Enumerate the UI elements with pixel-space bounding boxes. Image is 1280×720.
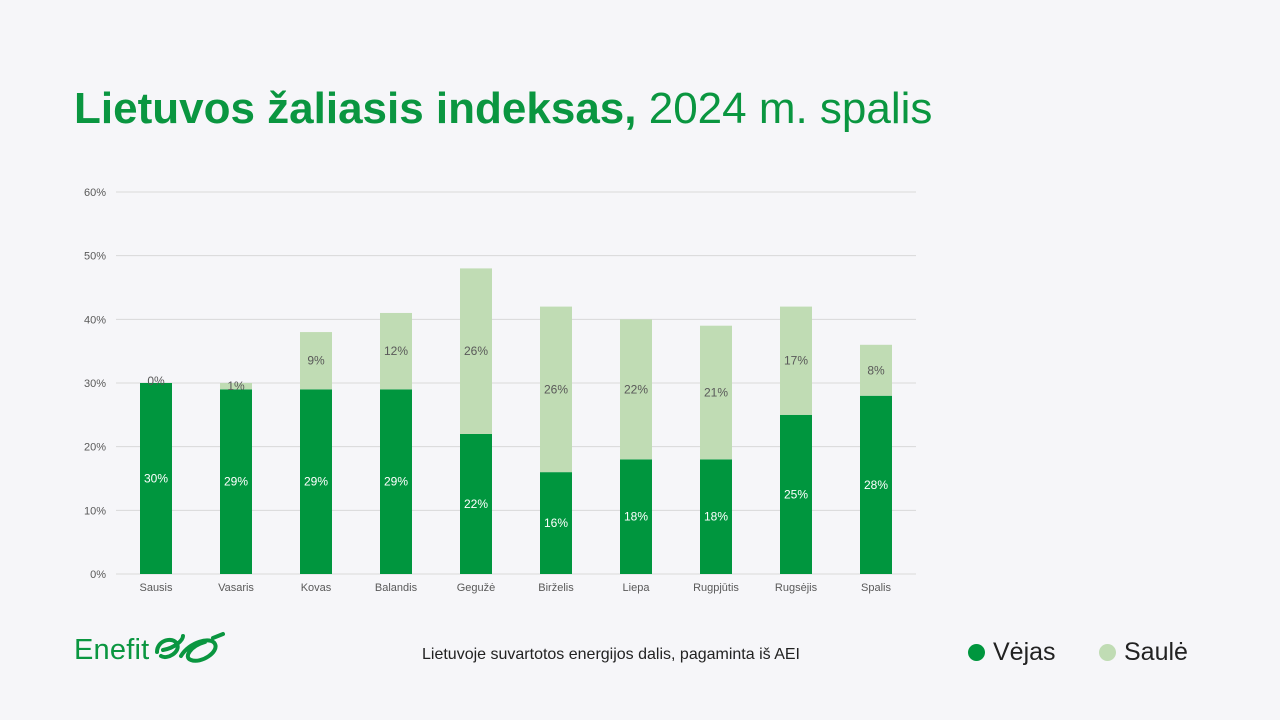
data-label-solar: 9% [307, 354, 325, 368]
page-title: Lietuvos žaliasis indeksas, 2024 m. spal… [74, 84, 932, 134]
title-period: 2024 m. spalis [648, 84, 933, 133]
bar-solar [620, 319, 652, 460]
data-label-solar: 26% [544, 382, 568, 396]
x-tick-label: Liepa [623, 582, 651, 594]
legend-label-solar: Saulė [1124, 638, 1188, 666]
data-label-wind: 22% [464, 497, 488, 511]
data-label-solar: 17% [784, 354, 808, 368]
legend-swatch-wind [968, 644, 985, 661]
bar-solar [300, 332, 332, 390]
x-tick-label: Balandis [375, 582, 418, 594]
logo-text: Enefit [74, 633, 150, 666]
bar-wind [620, 459, 652, 574]
data-label-wind: 28% [864, 478, 888, 492]
data-label-solar: 22% [624, 382, 648, 396]
y-tick-label: 10% [84, 505, 106, 517]
data-label-solar: 21% [704, 386, 728, 400]
enefit-logo: Enefit [74, 630, 226, 670]
bar-wind [780, 414, 812, 574]
bar-solar [220, 383, 252, 390]
x-tick-label: Birželis [538, 582, 574, 594]
x-tick-label: Gegužė [457, 582, 496, 594]
x-tick-label: Vasaris [218, 582, 254, 594]
data-label-solar: 0% [147, 374, 165, 388]
legend-swatch-solar [1099, 644, 1116, 661]
x-tick-label: Sausis [139, 582, 173, 594]
y-tick-label: 40% [84, 314, 106, 326]
data-label-wind: 18% [624, 510, 648, 524]
bar-solar [460, 268, 492, 434]
data-label-wind: 18% [704, 510, 728, 524]
bar-wind [380, 389, 412, 574]
x-tick-label: Rugsėjis [775, 582, 818, 594]
legend-item-wind: Vėjas [968, 638, 1056, 667]
data-label-wind: 25% [784, 487, 808, 501]
bar-wind [860, 395, 892, 574]
chart-footnote: Lietuvoje suvartotos energijos dalis, pa… [422, 646, 800, 663]
bar-solar [540, 306, 572, 473]
y-tick-label: 50% [84, 251, 106, 263]
bar-solar [700, 325, 732, 460]
data-label-wind: 30% [144, 472, 168, 486]
bar-wind [460, 433, 492, 574]
data-label-wind: 16% [544, 516, 568, 530]
data-label-wind: 29% [384, 475, 408, 489]
bar-solar [860, 344, 892, 396]
data-label-solar: 12% [384, 344, 408, 358]
title-main: Lietuvos žaliasis indeksas, [74, 84, 637, 133]
data-label-wind: 29% [224, 475, 248, 489]
y-tick-label: 30% [84, 378, 106, 390]
data-label-solar: 8% [867, 363, 885, 377]
legend-item-solar: Saulė [1099, 638, 1188, 667]
y-tick-label: 0% [90, 569, 106, 581]
data-label-solar: 26% [464, 344, 488, 358]
bar-wind [300, 389, 332, 574]
y-tick-label: 60% [84, 187, 106, 199]
bar-wind [540, 472, 572, 574]
data-label-wind: 29% [304, 475, 328, 489]
x-tick-label: Spalis [861, 582, 891, 594]
bar-wind [220, 389, 252, 574]
enefit-logo-mark-icon [155, 632, 226, 663]
bar-solar [380, 312, 412, 390]
x-tick-label: Rugpjūtis [693, 582, 739, 594]
bar-wind [700, 459, 732, 574]
legend-label-wind: Vėjas [993, 638, 1056, 666]
data-label-solar: 1% [227, 379, 245, 393]
x-tick-label: Kovas [301, 582, 332, 594]
bar-wind [140, 383, 172, 574]
y-tick-label: 20% [84, 442, 106, 454]
bar-solar [780, 306, 812, 415]
